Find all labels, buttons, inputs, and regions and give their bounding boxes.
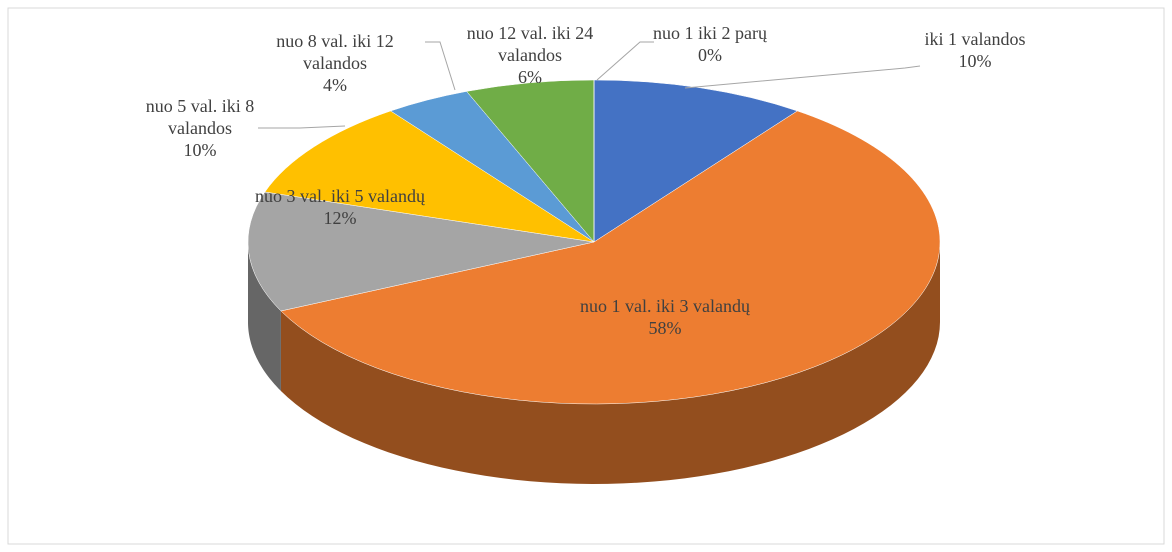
data-label: nuo 1 val. iki 3 valandų 58%: [565, 295, 765, 339]
percent-label: 58%: [648, 318, 682, 338]
category-label: nuo 5 val. iki 8 valandos: [145, 96, 255, 138]
slice-side: [280, 242, 941, 484]
data-label: nuo 5 val. iki 8 valandos 10%: [115, 95, 285, 161]
data-label: iki 1 valandos 10%: [920, 28, 1030, 72]
leader-line: [258, 125, 346, 129]
category-label: nuo 1 val. iki 3 valandų: [580, 296, 750, 316]
leader-line: [596, 41, 654, 81]
category-label: nuo 12 val. iki 24 valandos: [466, 23, 594, 65]
percent-label: 4%: [323, 75, 347, 95]
category-label: nuo 8 val. iki 12 valandos: [276, 31, 394, 73]
percent-label: 10%: [183, 140, 217, 160]
data-label: nuo 8 val. iki 12 valandos 4%: [250, 30, 420, 96]
percent-label: 0%: [698, 45, 722, 65]
category-label: nuo 3 val. iki 5 valandų: [255, 186, 425, 206]
data-label: nuo 1 iki 2 parų 0%: [625, 22, 795, 66]
percent-label: 6%: [518, 67, 542, 87]
category-label: nuo 1 iki 2 parų: [653, 23, 767, 43]
percent-label: 12%: [323, 208, 357, 228]
data-label: nuo 3 val. iki 5 valandų 12%: [255, 185, 425, 229]
slice: [466, 79, 595, 243]
leader-lines: [258, 41, 921, 129]
leader-line: [425, 41, 456, 91]
slice: [264, 110, 595, 243]
percent-label: 10%: [958, 51, 992, 71]
slice-side: [248, 242, 281, 391]
slice: [280, 110, 941, 405]
category-label: iki 1 valandos: [924, 29, 1026, 49]
slice: [247, 191, 595, 312]
slice: [593, 79, 798, 243]
leader-line: [684, 65, 921, 89]
data-label: nuo 12 val. iki 24 valandos 6%: [445, 22, 615, 88]
